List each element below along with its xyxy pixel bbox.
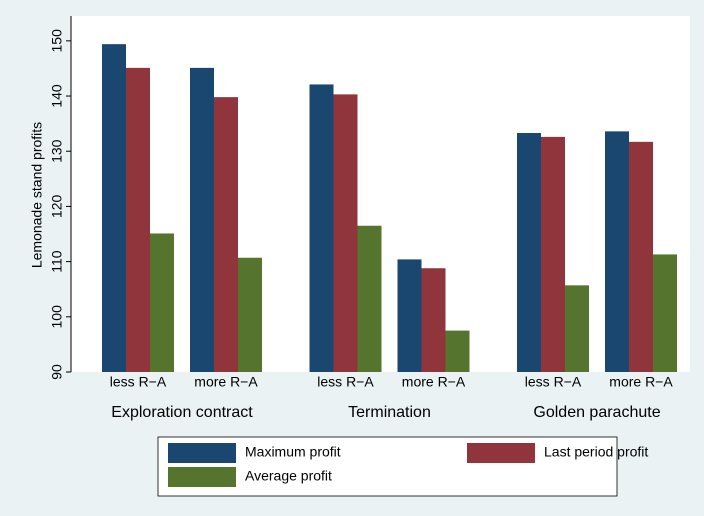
y-tick-label: 90	[49, 364, 65, 380]
y-tick-label: 110	[49, 250, 65, 273]
y-tick-label: 140	[49, 84, 65, 108]
x-tick-label: less R−A	[110, 374, 167, 390]
x-tick-label: more R−A	[402, 374, 466, 390]
bar	[214, 97, 238, 372]
bar	[238, 257, 262, 372]
bar	[445, 330, 470, 372]
bar	[102, 44, 126, 373]
y-tick-label: 130	[49, 139, 65, 163]
legend-key	[467, 443, 535, 463]
group-label: Termination	[348, 404, 431, 421]
bar	[421, 268, 446, 372]
bar	[605, 131, 629, 372]
bar	[357, 225, 382, 372]
bar	[517, 133, 541, 372]
x-tick-label: more R−A	[609, 374, 673, 390]
legend-key	[168, 443, 236, 463]
bar	[150, 233, 174, 372]
y-tick-label: 120	[49, 195, 65, 219]
bar	[653, 254, 677, 372]
bar	[565, 285, 589, 372]
x-tick-label: less R−A	[317, 374, 374, 390]
bar	[309, 84, 334, 372]
bar	[397, 259, 422, 372]
legend-label: Average profit	[245, 468, 332, 484]
legend-label: Last period profit	[544, 444, 648, 460]
y-tick-label: 150	[49, 29, 65, 53]
x-tick-label: less R−A	[525, 374, 582, 390]
y-axis-title: Lemonade stand profits	[29, 122, 45, 268]
bar	[126, 67, 150, 372]
bar	[333, 94, 358, 373]
bar	[629, 141, 653, 372]
legend-label: Maximum profit	[245, 444, 341, 460]
y-tick-label: 100	[49, 305, 65, 329]
x-tick-label: more R−A	[194, 374, 258, 390]
group-label: Golden parachute	[533, 404, 660, 421]
bar	[541, 136, 565, 372]
bar	[190, 67, 214, 372]
legend-key	[168, 467, 236, 487]
group-label: Exploration contract	[111, 404, 253, 421]
